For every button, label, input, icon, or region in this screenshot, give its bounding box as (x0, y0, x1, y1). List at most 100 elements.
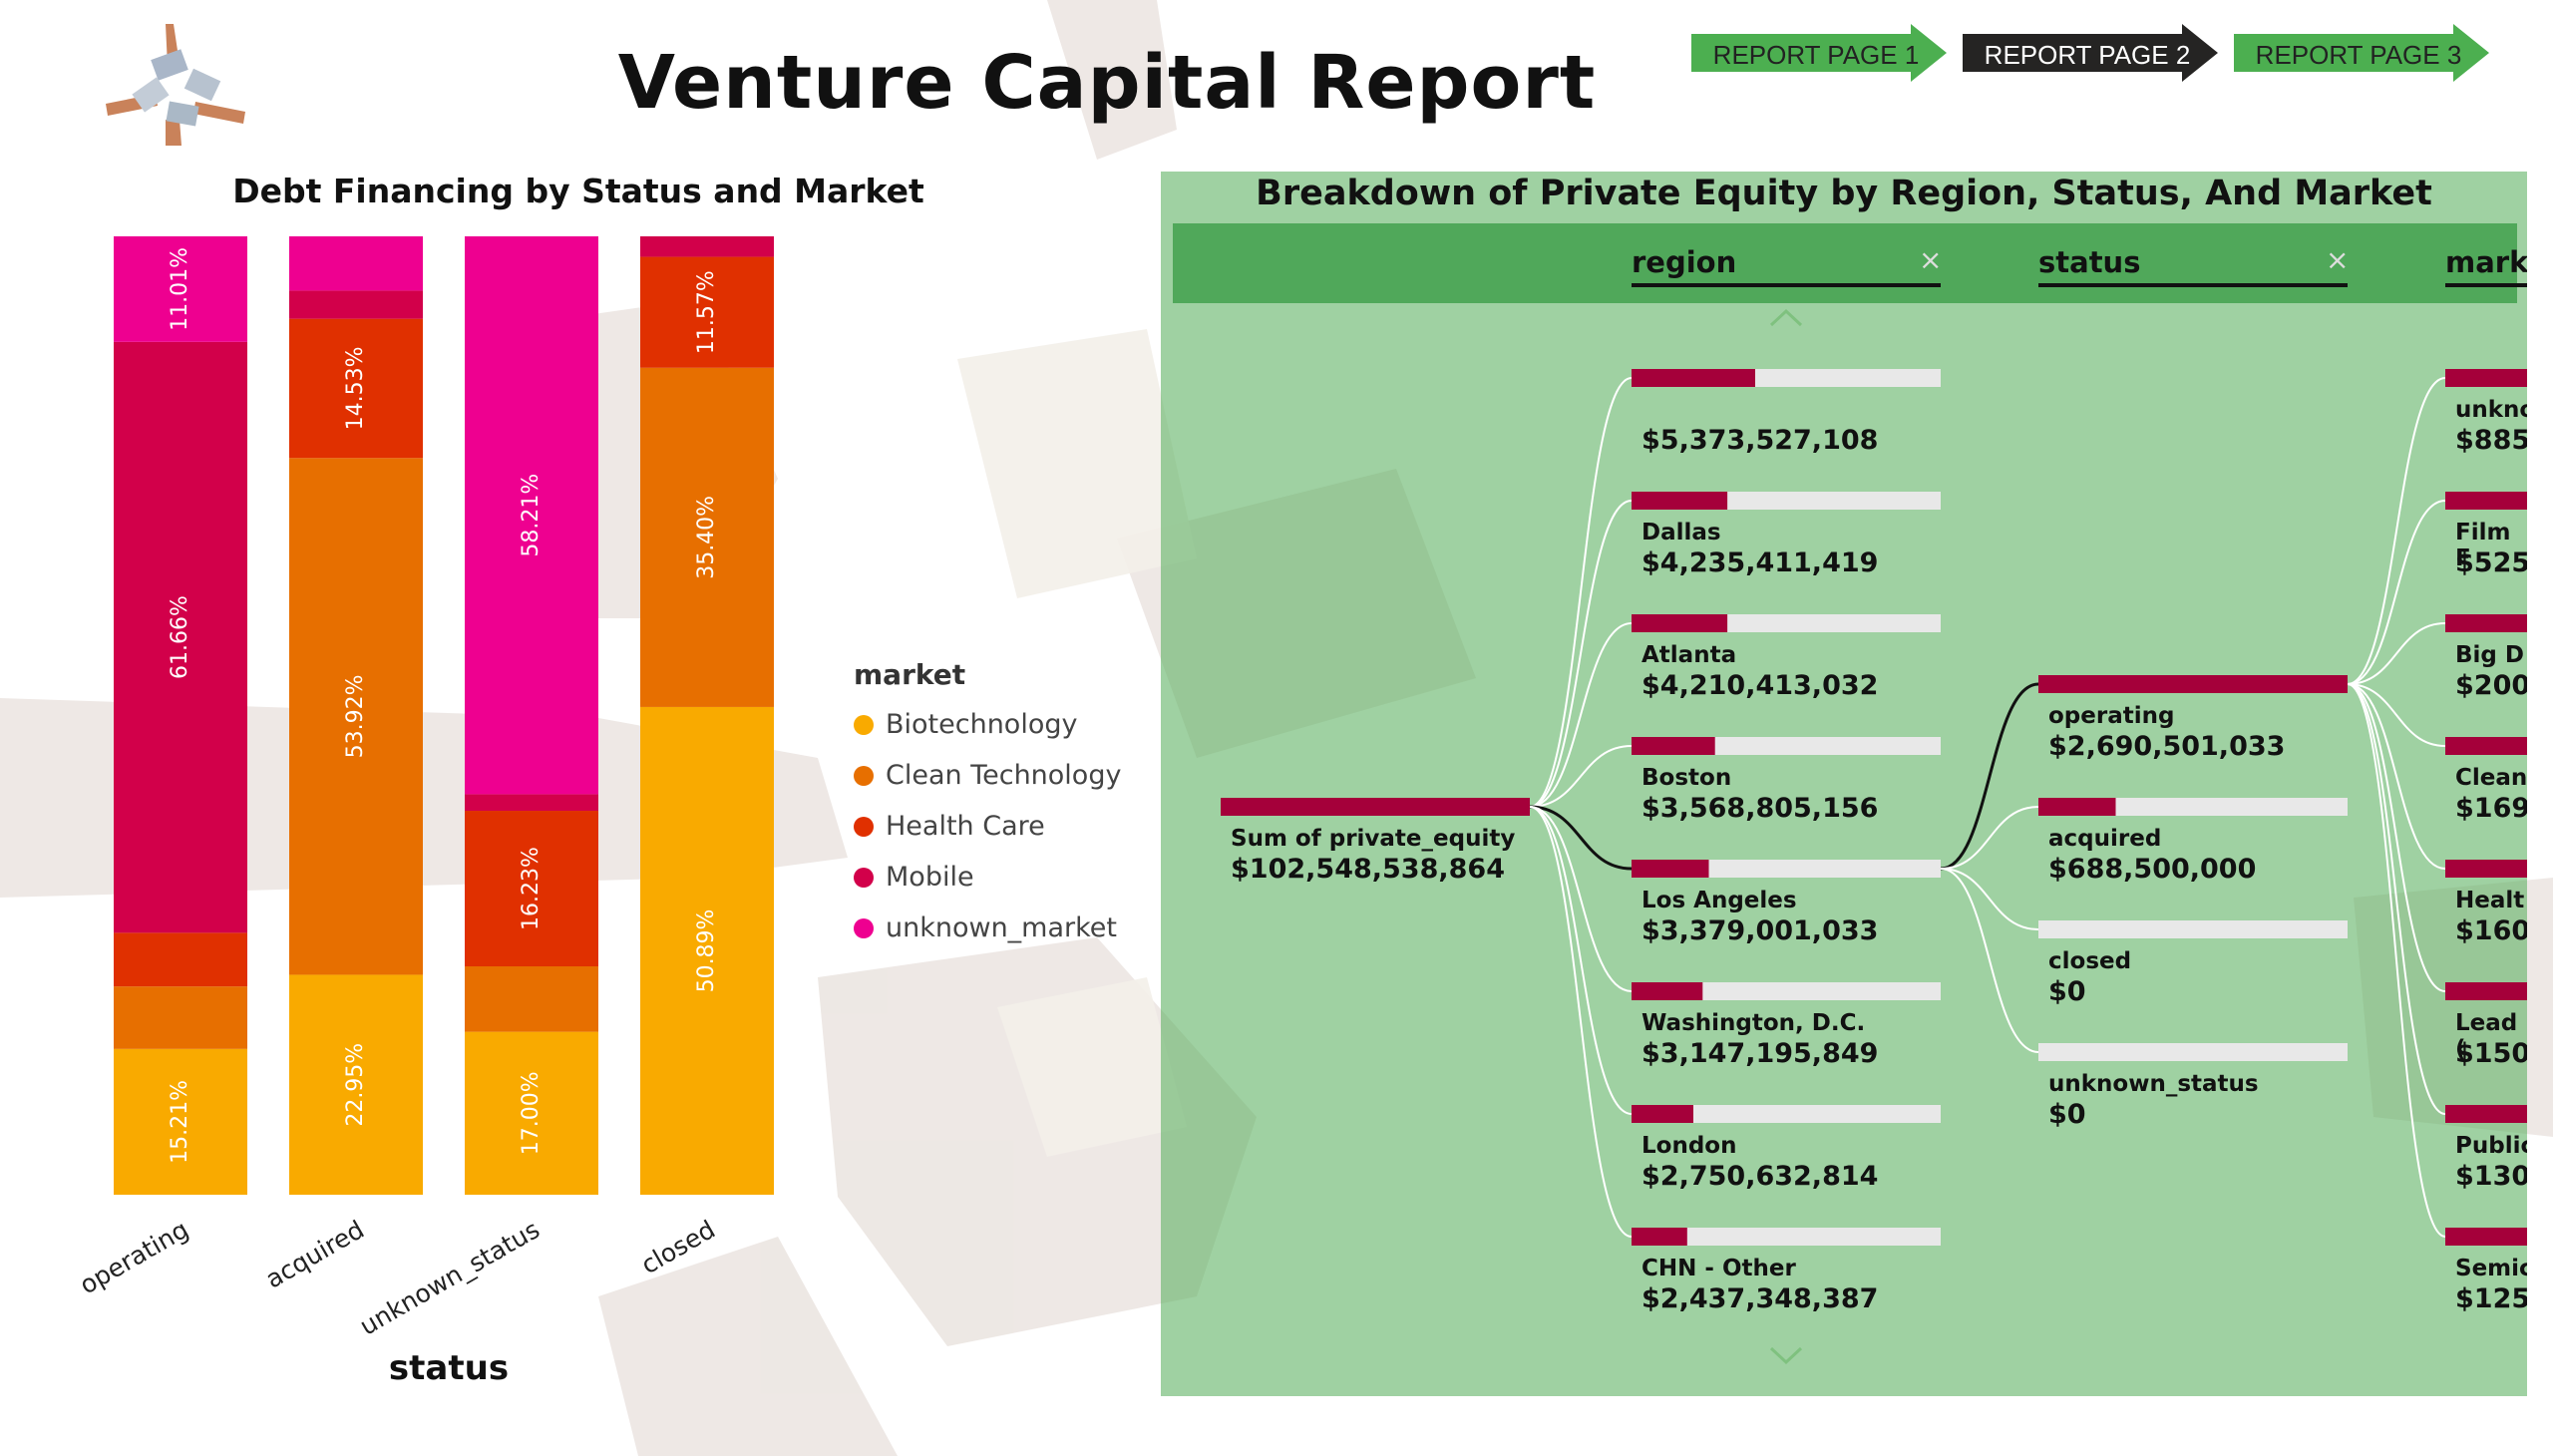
node-bar-fill[interactable] (1632, 737, 1715, 755)
decomposition-tree-title: Breakdown of Private Equity by Region, S… (1256, 174, 2432, 213)
legend-dot-icon (854, 917, 874, 938)
node-value: $525 (2455, 547, 2527, 578)
node-bar-fill[interactable] (1632, 1228, 1687, 1246)
tree-link (2347, 683, 2446, 747)
tree-link (2347, 683, 2446, 870)
legend-item[interactable]: Biotechnology (854, 699, 1153, 750)
node-bar-fill[interactable] (2445, 860, 2527, 878)
scroll-down-icon[interactable] (1769, 1346, 1803, 1365)
node-bar-fill[interactable] (2038, 675, 2348, 693)
node-bar-track[interactable] (2038, 1043, 2348, 1061)
stacked-bar-chart[interactable]: 15.21% 61.66% 11.01% operating 22.95% 53.92% 1… (0, 199, 858, 1346)
bar-segment[interactable] (289, 236, 423, 291)
tree-link (1940, 682, 2039, 871)
bar-segment[interactable] (114, 341, 247, 933)
bar-segment[interactable] (114, 1048, 247, 1195)
node-label: closed (2048, 948, 2132, 974)
remove-level-icon[interactable]: × (1919, 243, 1943, 276)
bar-segment[interactable] (289, 318, 423, 459)
node-value: $0 (2048, 1099, 2086, 1130)
node-bar-fill[interactable] (1632, 982, 1703, 1000)
logo-icon (106, 24, 245, 146)
node-bar-fill[interactable] (1632, 492, 1728, 510)
decomposition-tree-panel[interactable]: Breakdown of Private Equity by Region, S… (1161, 172, 2527, 1396)
tree-link (2347, 683, 2446, 992)
node-bar-track[interactable] (1632, 982, 1941, 1000)
data-label: 58.21% (519, 474, 544, 557)
node-bar-fill[interactable] (1632, 860, 1709, 878)
tree-link (2347, 683, 2446, 1115)
level-header-region[interactable]: region (1632, 245, 1737, 279)
bar-segment[interactable] (289, 458, 423, 975)
legend-label: unknown_market (886, 912, 1118, 943)
level-header-bar: region status market (1173, 223, 2527, 303)
legend-item[interactable]: Clean Technology (854, 750, 1153, 801)
bar-segment[interactable] (640, 236, 774, 257)
bar-segment[interactable] (640, 256, 774, 368)
node-bar-fill[interactable] (1632, 614, 1728, 632)
bar-segment[interactable] (465, 811, 598, 966)
bar-segment[interactable] (465, 236, 598, 795)
node-bar-fill[interactable] (2445, 369, 2527, 387)
node-value: $688,500,000 (2048, 854, 2257, 885)
bar-segment[interactable] (114, 236, 247, 342)
level-header-underline (1632, 283, 1941, 287)
node-label: Clean (2455, 765, 2527, 791)
node-value: $125 (2455, 1283, 2527, 1314)
legend-item[interactable]: unknown_market (854, 903, 1153, 953)
bar-segment[interactable] (114, 932, 247, 987)
node-bar-fill[interactable] (2445, 737, 2527, 755)
node-label: Washington, D.C. (1641, 1010, 1866, 1036)
node-label: Boston (1641, 765, 1732, 791)
bar-segment[interactable] (465, 794, 598, 812)
node-bar-track[interactable] (1632, 1105, 1941, 1123)
node-value: $3,147,195,849 (1641, 1038, 1879, 1069)
bar-segment[interactable] (465, 1031, 598, 1195)
node-bar-fill[interactable] (2445, 1228, 2527, 1246)
node-value: $150 (2455, 1038, 2527, 1069)
node-bar-track[interactable] (1632, 1228, 1941, 1246)
page-title: Venture Capital Report (617, 40, 1597, 126)
x-tick-label: operating (75, 1215, 193, 1299)
node-bar-fill[interactable] (2445, 1105, 2527, 1123)
legend-dot-icon (854, 714, 874, 735)
level-header-market[interactable]: market (2445, 245, 2527, 279)
node-value: $169 (2455, 793, 2527, 824)
node-label: Atlanta (1641, 642, 1737, 668)
scroll-up-icon[interactable] (1769, 308, 1803, 327)
tree-link (1940, 868, 2039, 930)
tree-link (1529, 806, 1633, 992)
node-bar-fill[interactable] (1632, 369, 1755, 387)
node-bar-fill[interactable] (1221, 798, 1530, 816)
node-bar-fill[interactable] (2445, 982, 2527, 1000)
node-bar-track[interactable] (2038, 920, 2348, 938)
bar-segment[interactable] (640, 706, 774, 1195)
x-tick-label: unknown_status (355, 1215, 545, 1341)
legend-dot-icon (854, 816, 874, 837)
bar-segment[interactable] (114, 986, 247, 1049)
node-bar-fill[interactable] (2445, 492, 2527, 510)
legend-item[interactable]: Health Care (854, 801, 1153, 852)
node-label: London (1641, 1133, 1737, 1159)
remove-level-icon[interactable]: × (2326, 243, 2350, 276)
node-bar-fill[interactable] (1632, 1105, 1693, 1123)
tree-link (1529, 806, 1633, 1115)
tree-link (1529, 805, 1633, 871)
tree-link (2347, 500, 2446, 685)
data-label: 22.95% (343, 1043, 368, 1127)
node-label: Lead ( (2455, 1010, 2518, 1062)
tree-link (1529, 377, 1633, 808)
level-header-status[interactable]: status (2038, 245, 2141, 279)
bar-segment[interactable] (465, 965, 598, 1032)
bar-segment[interactable] (289, 974, 423, 1195)
node-bar-fill[interactable] (2445, 614, 2527, 632)
node-bar-fill[interactable] (2038, 798, 2116, 816)
data-label: 17.00% (519, 1071, 544, 1155)
legend-label: Biotechnology (886, 709, 1078, 740)
bar-segment[interactable] (289, 290, 423, 319)
legend-item[interactable]: Mobile (854, 852, 1153, 903)
data-label: 61.66% (168, 595, 192, 679)
level-header-underline (2445, 283, 2527, 287)
node-value: $2,437,348,387 (1641, 1283, 1879, 1314)
bar-segment[interactable] (640, 367, 774, 707)
